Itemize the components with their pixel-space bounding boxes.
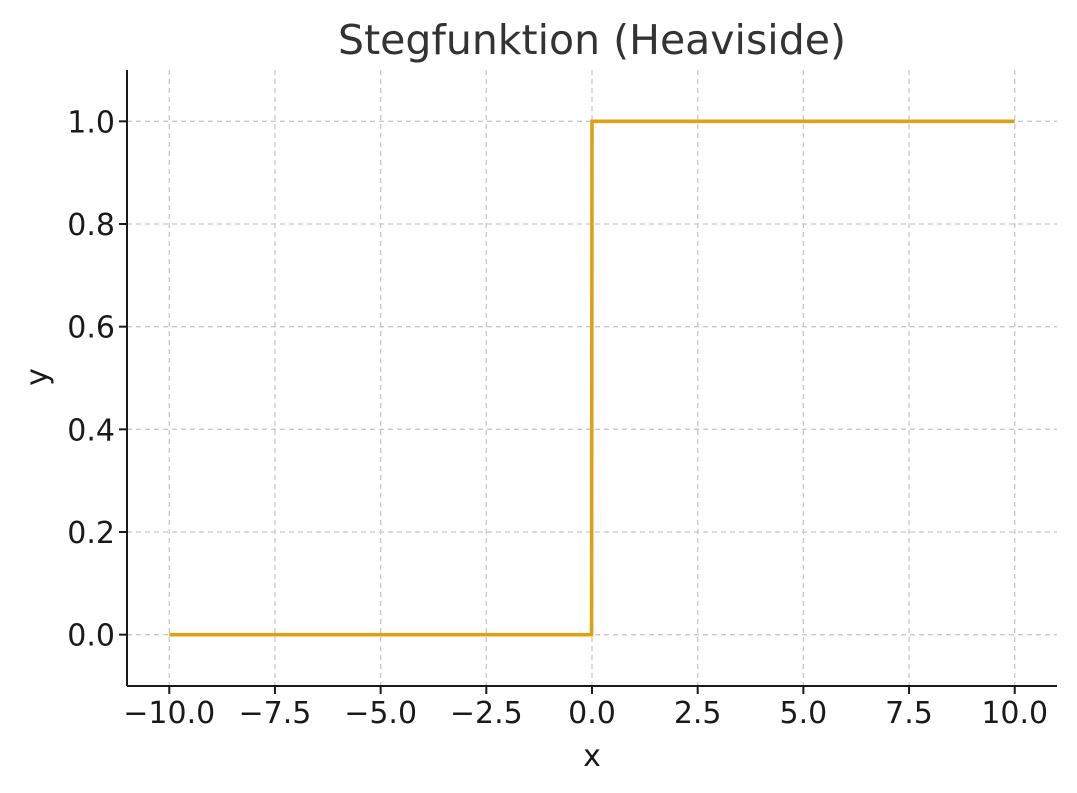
y-tick-label: 0.8 — [67, 208, 115, 243]
x-tick-label: −7.5 — [239, 696, 312, 731]
x-tick-label: 2.5 — [674, 696, 722, 731]
x-tick-label: −2.5 — [450, 696, 523, 731]
x-tick-label: 7.5 — [885, 696, 933, 731]
y-tick-label: 0.4 — [67, 413, 115, 448]
y-tick-label: 0.0 — [67, 619, 115, 654]
series-line — [169, 119, 1015, 637]
y-axis-label: y — [20, 368, 55, 386]
y-ticks: 0.0 0.2 0.4 0.6 0.8 1.0 — [67, 105, 127, 654]
y-tick-label: 1.0 — [67, 105, 115, 140]
chart-title: Stegfunktion (Heaviside) — [338, 16, 846, 64]
x-tick-label: −5.0 — [344, 696, 417, 731]
x-tick-label: −10.0 — [123, 696, 215, 731]
y-tick-label: 0.6 — [67, 311, 115, 346]
x-tick-label: 5.0 — [780, 696, 828, 731]
y-tick-label: 0.2 — [67, 516, 115, 551]
x-tick-label: 0.0 — [568, 696, 616, 731]
x-tick-label: 10.0 — [981, 696, 1048, 731]
series-layer — [169, 119, 1015, 637]
x-axis-label: x — [583, 739, 601, 774]
x-ticks: −10.0 −7.5 −5.0 −2.5 0.0 2.5 5.0 7.5 10.0 — [123, 686, 1048, 731]
